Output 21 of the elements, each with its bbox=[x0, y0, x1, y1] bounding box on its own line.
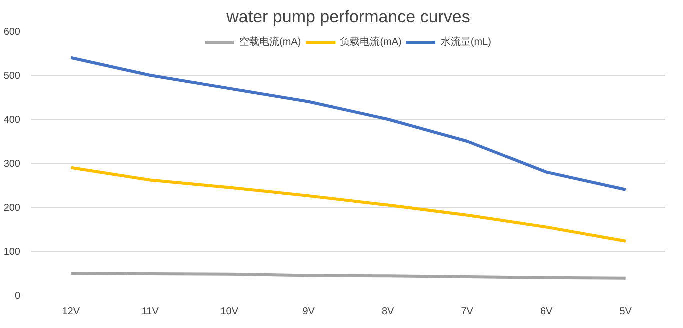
y-tick-label: 400 bbox=[4, 115, 21, 126]
x-tick-label: 6V bbox=[540, 306, 554, 318]
legend-label: 水流量(mL) bbox=[440, 36, 492, 49]
legend-label: 空载电流(mA) bbox=[240, 36, 302, 49]
x-tick-label: 7V bbox=[461, 306, 474, 318]
legend-label: 负载电流(mA) bbox=[340, 36, 402, 49]
x-tick-label: 9V bbox=[302, 306, 316, 318]
y-tick-label: 100 bbox=[4, 247, 21, 258]
line-series bbox=[70, 166, 628, 243]
x-tick-label: 8V bbox=[382, 306, 395, 318]
chart-title: water pump performance curves bbox=[226, 8, 470, 26]
y-tick-label: 600 bbox=[4, 27, 21, 38]
y-tick-label: 200 bbox=[4, 203, 21, 214]
x-tick-label: 5V bbox=[620, 306, 632, 318]
y-tick-label: 0 bbox=[14, 291, 21, 302]
x-tick-label: 12V bbox=[62, 306, 80, 318]
line-series bbox=[70, 56, 628, 192]
x-tick-label: 11V bbox=[142, 306, 160, 318]
y-tick-label: 300 bbox=[4, 159, 21, 170]
x-tick-label: 10V bbox=[220, 306, 239, 318]
y-tick-label: 500 bbox=[4, 71, 21, 82]
